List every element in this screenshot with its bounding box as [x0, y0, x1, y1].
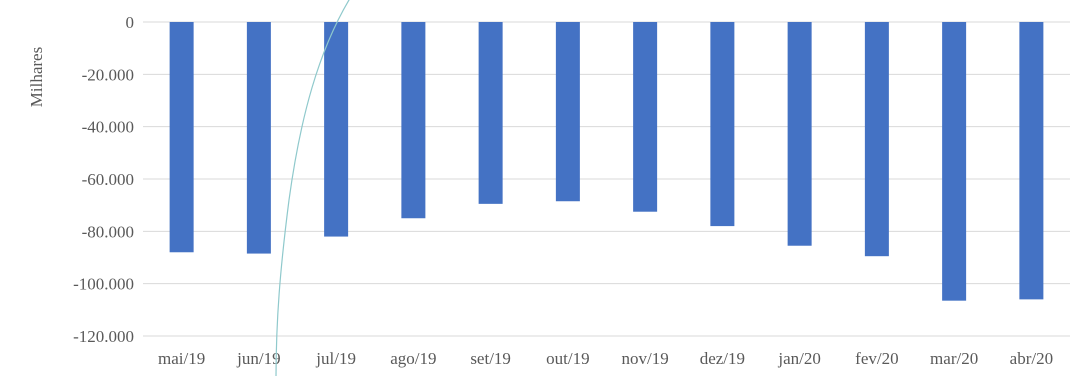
x-tick-label: out/19 — [546, 349, 589, 368]
x-tick-label: ago/19 — [390, 349, 436, 368]
bar-mai-19 — [169, 22, 194, 253]
y-tick-label: 0 — [126, 13, 135, 32]
x-tick-label: fev/20 — [855, 349, 898, 368]
y-tick-label: -20.000 — [82, 65, 134, 84]
decorative-arc — [275, 0, 350, 376]
x-tick-label: jan/20 — [777, 349, 821, 368]
gridlines — [143, 21, 1070, 337]
x-tick-label: abr/20 — [1010, 349, 1053, 368]
bar-set-19 — [478, 22, 503, 204]
bars — [169, 22, 1044, 301]
y-axis-tick-labels: 0 -20.000 -40.000 -60.000 -80.000 -100.000 -12… — [73, 13, 134, 346]
bar-out-19 — [555, 22, 580, 202]
x-tick-label: set/19 — [470, 349, 511, 368]
x-tick-label: jul/19 — [315, 349, 356, 368]
bar-nov-19 — [633, 22, 658, 212]
bar-jul-19 — [324, 22, 349, 237]
bar-jun-19 — [246, 22, 271, 254]
x-tick-label: jun/19 — [236, 349, 280, 368]
y-tick-label: -80.000 — [82, 222, 134, 241]
x-tick-label: mar/20 — [930, 349, 978, 368]
y-tick-label: -60.000 — [82, 170, 134, 189]
x-tick-label: mai/19 — [158, 349, 205, 368]
x-tick-label: nov/19 — [622, 349, 669, 368]
bar-jan-20 — [787, 22, 812, 246]
bar-mar-20 — [942, 22, 967, 301]
bar-dez-19 — [710, 22, 735, 227]
bar-ago-19 — [401, 22, 426, 219]
x-axis-tick-labels: mai/19 jun/19 jul/19 ago/19 set/19 out/19 nov/… — [158, 349, 1053, 368]
bar-fev-20 — [864, 22, 889, 257]
y-tick-label: -120.000 — [73, 327, 134, 346]
x-tick-label: dez/19 — [700, 349, 745, 368]
bar-abr-20 — [1019, 22, 1044, 300]
y-axis-title: Milhares — [27, 47, 46, 107]
y-tick-label: -40.000 — [82, 118, 134, 137]
y-tick-label: -100.000 — [73, 275, 134, 294]
